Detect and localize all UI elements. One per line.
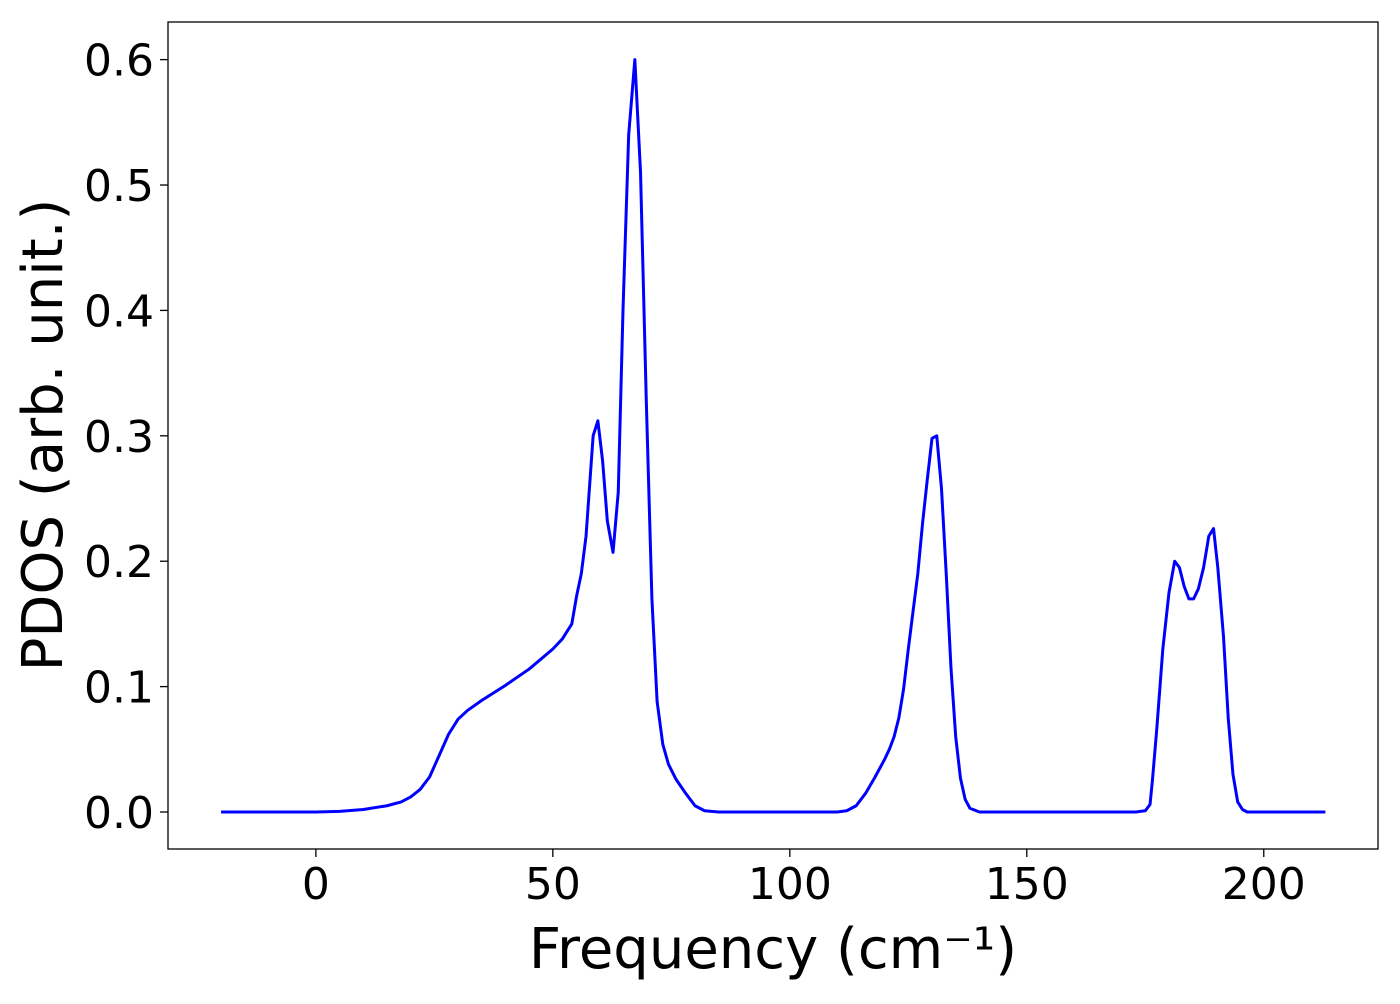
x-tick-label: 200 xyxy=(1222,859,1306,910)
x-axis-label: Frequency (cm⁻¹) xyxy=(529,917,1017,982)
pdos-line xyxy=(221,58,1326,814)
y-tick-label: 0.1 xyxy=(84,663,154,714)
x-tick-label: 50 xyxy=(525,859,581,910)
plot-frame xyxy=(167,21,1379,850)
y-axis-label: PDOS (arb. unit.) xyxy=(11,199,76,672)
y-tick-label: 0.4 xyxy=(84,286,154,337)
y-tick-label: 0.2 xyxy=(84,537,154,588)
x-tick-label: 150 xyxy=(985,859,1069,910)
x-tick-label: 0 xyxy=(302,859,330,910)
x-tick-label: 100 xyxy=(748,859,832,910)
y-tick-label: 0.5 xyxy=(84,161,154,212)
y-tick-label: 0.0 xyxy=(84,788,154,839)
y-tick-label: 0.6 xyxy=(84,36,154,87)
y-tick-label: 0.3 xyxy=(84,412,154,463)
